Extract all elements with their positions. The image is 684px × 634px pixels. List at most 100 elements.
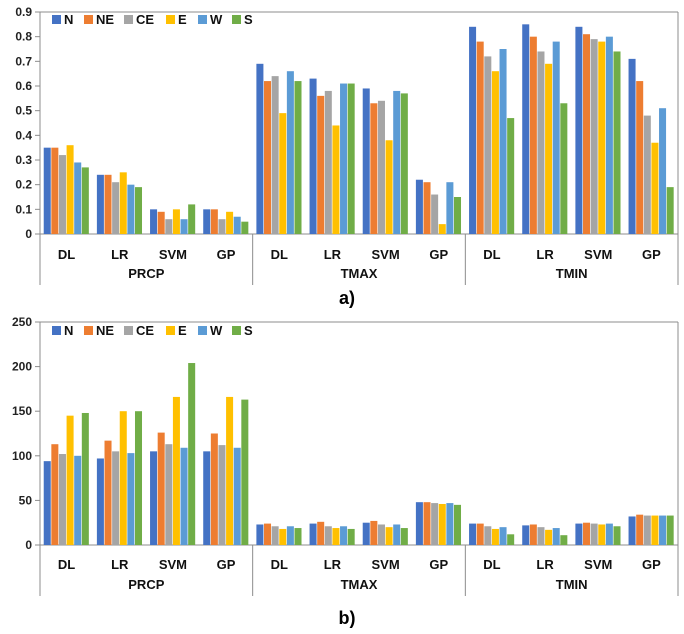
chart1-bar-tmax-gp-s [453,197,462,234]
chart2-legend-label-ne: NE [96,323,114,338]
chart2-bar-tmin-gp-w [659,515,667,545]
chart2-category-label: GP [429,557,448,572]
chart2-bar-tmin-gp-n [628,516,636,545]
chart2-group-label: PRCP [128,577,164,592]
chart2-bar-tmax-gp-w [446,503,454,545]
chart2-bar-tmin-svm-n [575,523,583,545]
chart2-bar-prcp-svm-ce [165,444,173,545]
chart1-category-label: SVM [159,247,187,262]
chart2-legend-label-n: N [64,323,73,338]
chart2-category-label: LR [536,557,554,572]
chart1-legend-swatch-ce [124,15,133,24]
chart2-bar-tmax-svm-s [400,528,408,545]
chart2-bar-tmin-lr-w [552,528,560,545]
chart1-bar-prcp-lr-e [119,172,127,234]
chart1-group-label: TMIN [556,266,588,281]
chart2-bar-prcp-svm-n [150,451,158,545]
chart1-y-tick-label: 0.4 [15,128,32,142]
chart2-bar-tmin-dl-ne [476,523,484,545]
chart2-bar-tmin-gp-ne [636,514,644,545]
chart2-bar-tmax-gp-ce [431,503,439,545]
chart1-y-tick-label: 0.9 [15,5,32,19]
chart1-bar-tmax-dl-n [256,63,264,234]
chart2-bar-prcp-gp-ce [218,445,226,545]
chart2-bar-tmin-gp-ce [643,515,651,545]
chart1-y-tick-label: 0.7 [15,54,32,68]
chart2-y-tick-label: 100 [12,449,32,463]
chart1-category-label: LR [536,247,554,262]
chart2-bar-tmin-lr-n [522,525,530,545]
chart2-category-label: LR [324,557,342,572]
chart1-legend-swatch-ne [84,15,93,24]
chart1-legend-swatch-w [198,15,207,24]
chart2-bar-tmax-gp-ne [423,502,431,545]
chart2-bar-tmax-lr-n [309,523,317,545]
chart2-bar-prcp-dl-ne [51,444,59,545]
chart1-caption: a) [339,288,355,308]
chart2-bar-prcp-dl-e [66,415,74,545]
chart1-bar-tmax-svm-ne [370,103,378,235]
chart1-bar-tmin-lr-ne [529,36,537,234]
chart1-y-tick-label: 0.8 [15,30,32,44]
chart1-bar-tmax-lr-ne [317,95,325,235]
chart2-bar-prcp-dl-n [43,461,51,545]
chart1-bar-tmin-gp-e [651,142,659,234]
chart2-bar-prcp-gp-w [233,447,241,545]
chart1-bar-tmin-lr-ce [537,51,545,234]
chart2-bar-prcp-gp-ne [210,433,218,545]
chart2-bar-prcp-lr-w [127,453,135,545]
chart2-group-label: TMIN [556,577,588,592]
chart1-bar-tmax-lr-s [347,83,355,234]
chart1-bar-tmax-gp-w [446,182,454,234]
chart1-group-label: TMAX [341,266,378,281]
chart1-bar-tmin-svm-s [613,51,621,234]
chart1-legend-label-e: E [178,12,187,27]
chart2-bar-prcp-svm-e [172,396,180,545]
chart1-bar-tmax-svm-e [385,140,393,234]
chart2-group-label: TMAX [341,577,378,592]
chart2-category-label: GP [642,557,661,572]
chart1-bar-tmax-gp-ne [423,182,431,234]
chart1-legend-label-w: W [210,12,223,27]
chart2-bar-tmin-lr-ce [537,527,545,545]
chart1-bar-tmin-lr-s [560,103,568,235]
chart1-bar-prcp-dl-e [66,145,74,234]
chart1-bar-prcp-gp-e [226,211,234,234]
chart2-bar-tmax-lr-e [332,528,340,545]
chart1-bar-tmin-svm-ce [590,39,598,234]
chart1-bar-prcp-svm-n [150,209,158,234]
chart1-bar-tmin-gp-n [628,58,636,235]
chart1-bar-tmin-dl-ce [484,56,492,235]
chart1-bar-prcp-gp-ne [210,209,218,234]
chart2-y-tick-label: 250 [12,315,32,329]
chart2-category-label: DL [271,557,288,572]
chart2-bar-tmax-lr-s [347,528,355,545]
chart1-bar-tmin-gp-s [666,187,674,234]
chart1-bar-prcp-lr-s [134,187,143,234]
chart1-bar-tmin-lr-w [552,41,560,234]
chart1-category-label: GP [429,247,448,262]
chart1-legend-swatch-n [52,15,61,24]
chart2-legend-swatch-s [232,326,241,335]
chart1-bar-tmin-dl-ne [476,41,484,234]
chart1-legend-label-s: S [244,12,253,27]
chart2-legend-swatch-ce [124,326,133,335]
chart1-bar-tmax-lr-ce [324,90,332,235]
chart2-bar-tmax-lr-w [340,526,348,545]
chart1-legend-label-n: N [64,12,73,27]
chart1-bar-prcp-lr-ce [112,182,120,234]
chart2-bar-prcp-dl-s [81,412,89,545]
chart1-bar-tmin-svm-w [605,36,613,234]
chart1-bar-tmin-svm-e [598,41,606,234]
chart1-y-tick-label: 0.6 [15,79,32,93]
chart2-bar-prcp-lr-n [96,458,104,545]
chart1-bar-prcp-svm-w [180,219,188,234]
chart1-category-label: DL [483,247,500,262]
chart1-bar-prcp-svm-e [172,209,180,234]
chart1-category-label: SVM [371,247,399,262]
chart2-legend-label-s: S [244,323,253,338]
chart2-bar-tmax-svm-n [362,522,370,545]
chart2-y-tick-label: 200 [12,360,32,374]
chart1-bar-tmax-gp-n [415,179,423,234]
chart2-bar-prcp-svm-ne [157,432,165,545]
